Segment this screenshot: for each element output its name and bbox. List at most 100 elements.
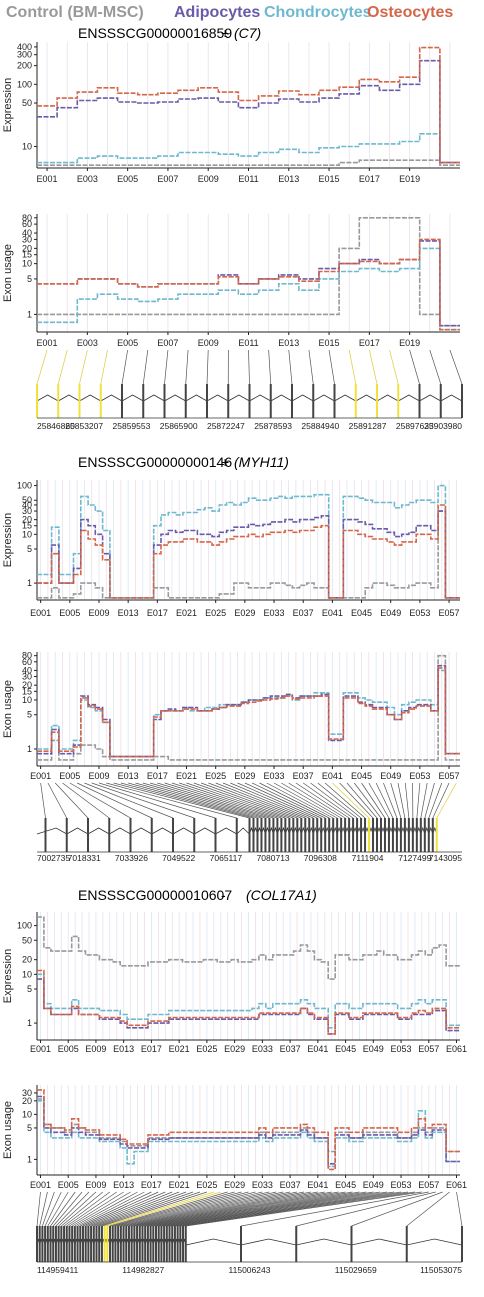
exon-box <box>38 1226 41 1262</box>
exon-box <box>240 1226 242 1262</box>
y-tick-label: 20 <box>22 243 32 253</box>
exon-connector <box>36 1191 41 1227</box>
y-axis-title: Exon usage <box>2 244 14 302</box>
legend-entry-osteocytes: Osteocytes <box>367 4 453 21</box>
exon-connector <box>145 1191 318 1227</box>
y-tick-label: 40 <box>22 665 32 675</box>
exon-box <box>125 1226 128 1262</box>
exon-connector <box>348 349 357 385</box>
exon-connector <box>369 349 378 385</box>
x-tick-label: E033 <box>252 1044 273 1054</box>
x-tick-label: E049 <box>380 608 401 618</box>
exon-box <box>138 1226 141 1262</box>
exon-box <box>73 1226 76 1262</box>
y-tick-label: 20 <box>22 515 32 525</box>
exon-connector <box>339 782 374 819</box>
gene-symbol: (COL17A1) <box>246 887 317 903</box>
exon-box <box>411 818 414 852</box>
exon-connector <box>185 349 189 385</box>
exon-connector <box>96 1191 194 1227</box>
exon-box <box>65 818 68 852</box>
genomic-coordinate: 115053075 <box>420 1265 462 1275</box>
x-tick-label: E009 <box>85 1044 106 1054</box>
exon-connector <box>171 782 282 819</box>
exon-box <box>376 818 378 852</box>
gene-strand: + <box>221 454 229 470</box>
exon-connector <box>288 782 346 819</box>
y-tick-label: 15 <box>22 686 32 696</box>
y-tick-label: 30 <box>22 1088 32 1098</box>
exon-connector <box>123 1191 263 1227</box>
x-tick-label: E045 <box>351 608 372 618</box>
x-tick-label: E057 <box>418 1044 439 1054</box>
exon-box <box>333 384 336 418</box>
exon-box <box>157 1226 160 1262</box>
exon-box <box>336 818 339 852</box>
gene-id: ENSSSCG00000000146 <box>78 454 232 470</box>
exon-connector <box>136 1191 298 1227</box>
exon-connector <box>273 782 338 819</box>
exon-connector <box>172 1191 388 1227</box>
exon-connector <box>353 782 382 819</box>
exon-box <box>291 384 293 418</box>
exon-box <box>248 384 251 418</box>
exon-box <box>288 818 291 852</box>
exon-box <box>49 1226 52 1262</box>
x-tick-label: E011 <box>238 338 258 348</box>
exon-connector <box>428 782 443 819</box>
exon-box <box>439 384 442 418</box>
x-tick-label: E007 <box>157 174 178 184</box>
exon-box <box>182 1226 185 1262</box>
x-tick-label: E015 <box>319 174 340 184</box>
x-tick-label: E021 <box>176 771 197 781</box>
genomic-coordinate: 7143095 <box>429 853 462 863</box>
exon-connector <box>157 782 274 819</box>
exon-connector <box>128 782 258 819</box>
exon-box <box>418 384 421 418</box>
exon-box <box>52 1226 55 1262</box>
exon-connector <box>101 1191 208 1227</box>
legend: Control (BM-MSC) Adipocytes Chondrocytes… <box>6 4 453 21</box>
exon-connector <box>88 1191 173 1227</box>
y-tick-label: 100 <box>17 481 32 491</box>
genomic-coordinate: 25897633 <box>396 421 434 431</box>
exon-connector <box>66 1191 117 1227</box>
exon-connector <box>90 1191 180 1227</box>
x-tick-label: E029 <box>224 1044 245 1054</box>
exon-box <box>403 818 406 852</box>
exon-connector <box>115 1191 242 1227</box>
x-tick-label: E061 <box>446 1180 467 1190</box>
y-tick-label: 1 <box>27 1018 32 1028</box>
exon-box <box>54 1226 57 1262</box>
gene-title-3: ENSSSCG00000010607 - (COL17A1) <box>78 887 317 903</box>
exon-connector <box>120 1191 256 1227</box>
y-tick-label: 50 <box>22 495 32 505</box>
y-tick-label: 10 <box>22 141 32 151</box>
exon-box <box>269 384 272 418</box>
y-tick-label: 1 <box>27 578 32 588</box>
y-tick-label: 40 <box>22 228 32 238</box>
y-tick-label: 15 <box>22 250 32 260</box>
y-axis-title: Expression <box>2 513 14 567</box>
exon-box <box>95 1226 98 1262</box>
exon-connector <box>222 782 310 819</box>
x-tick-label: E025 <box>205 608 226 618</box>
exon-connector <box>389 349 399 385</box>
exon-box <box>427 818 430 852</box>
exon-box <box>328 818 331 852</box>
x-tick-label: E033 <box>252 1180 273 1190</box>
exon-box <box>111 1226 114 1262</box>
exon-box <box>84 1226 87 1262</box>
exon-connector <box>288 349 293 385</box>
exon-connector <box>61 1191 104 1227</box>
exon-box <box>272 818 275 852</box>
x-tick-label: E005 <box>117 338 138 348</box>
exon-box <box>152 1226 155 1262</box>
genomic-coordinate: 25903980 <box>424 421 462 431</box>
x-tick-label: E029 <box>224 1180 245 1190</box>
x-tick-label: E017 <box>359 174 380 184</box>
y-axis-title: Exon usage <box>2 1101 14 1159</box>
genomic-coordinate: 115029659 <box>335 1265 377 1275</box>
